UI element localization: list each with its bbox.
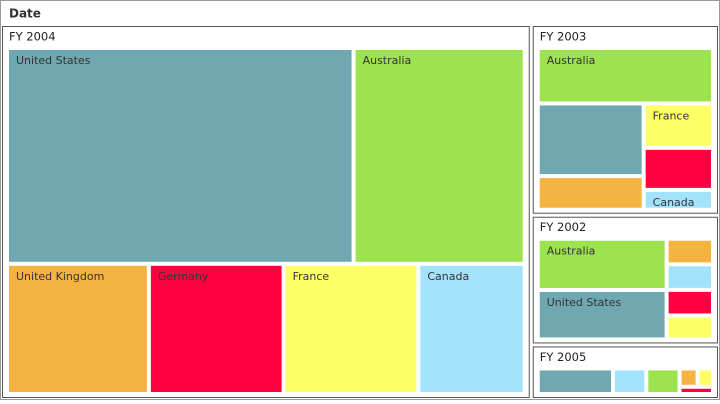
leaf-label: Canada: [427, 270, 469, 283]
treemap-leaf: [539, 370, 612, 392]
treemap-leaf: [420, 265, 523, 392]
treemap-leaf: [285, 265, 417, 392]
group-label: FY 2004: [9, 30, 56, 44]
leaf-label: France: [293, 270, 330, 283]
treemap-leaf: [615, 370, 645, 392]
treemap-leaf: [9, 265, 147, 392]
leaf-label: United States: [16, 54, 91, 67]
treemap-leaf: [668, 240, 711, 263]
treemap-leaf: [150, 265, 282, 392]
treemap-leaf: [645, 105, 711, 146]
leaf-label: Australia: [547, 245, 596, 258]
leaf-label: France: [653, 109, 690, 122]
chart-title: Date: [9, 7, 41, 21]
group-label: FY 2002: [540, 220, 587, 234]
leaf-label: United States: [547, 296, 622, 309]
treemap-leaf: [668, 317, 711, 338]
treemap-leaf: [539, 50, 711, 102]
treemap-leaf: [539, 178, 642, 208]
leaf-label: Australia: [547, 54, 596, 67]
treemap-leaf: [668, 291, 711, 314]
treemap-leaf: [539, 105, 642, 175]
leaf-label: Canada: [653, 196, 695, 209]
treemap-leaf: [681, 370, 696, 385]
treemap-leaf: [645, 191, 711, 208]
treemap-leaf: [539, 291, 665, 338]
treemap-leaf: [539, 240, 665, 288]
leaf-label: Germany: [158, 270, 209, 283]
treemap-leaf: [668, 266, 711, 288]
treemap-leaf: [699, 370, 711, 385]
leaf-label: Australia: [363, 54, 412, 67]
treemap-leaf: [355, 50, 523, 262]
treemap-leaf: [9, 50, 352, 262]
treemap-leaf: [645, 149, 711, 188]
leaf-label: United Kingdom: [16, 270, 104, 283]
treemap-leaf: [681, 388, 711, 392]
group-label: FY 2003: [540, 30, 587, 44]
group-label: FY 2005: [540, 350, 587, 364]
treemap-leaf: [648, 370, 678, 392]
